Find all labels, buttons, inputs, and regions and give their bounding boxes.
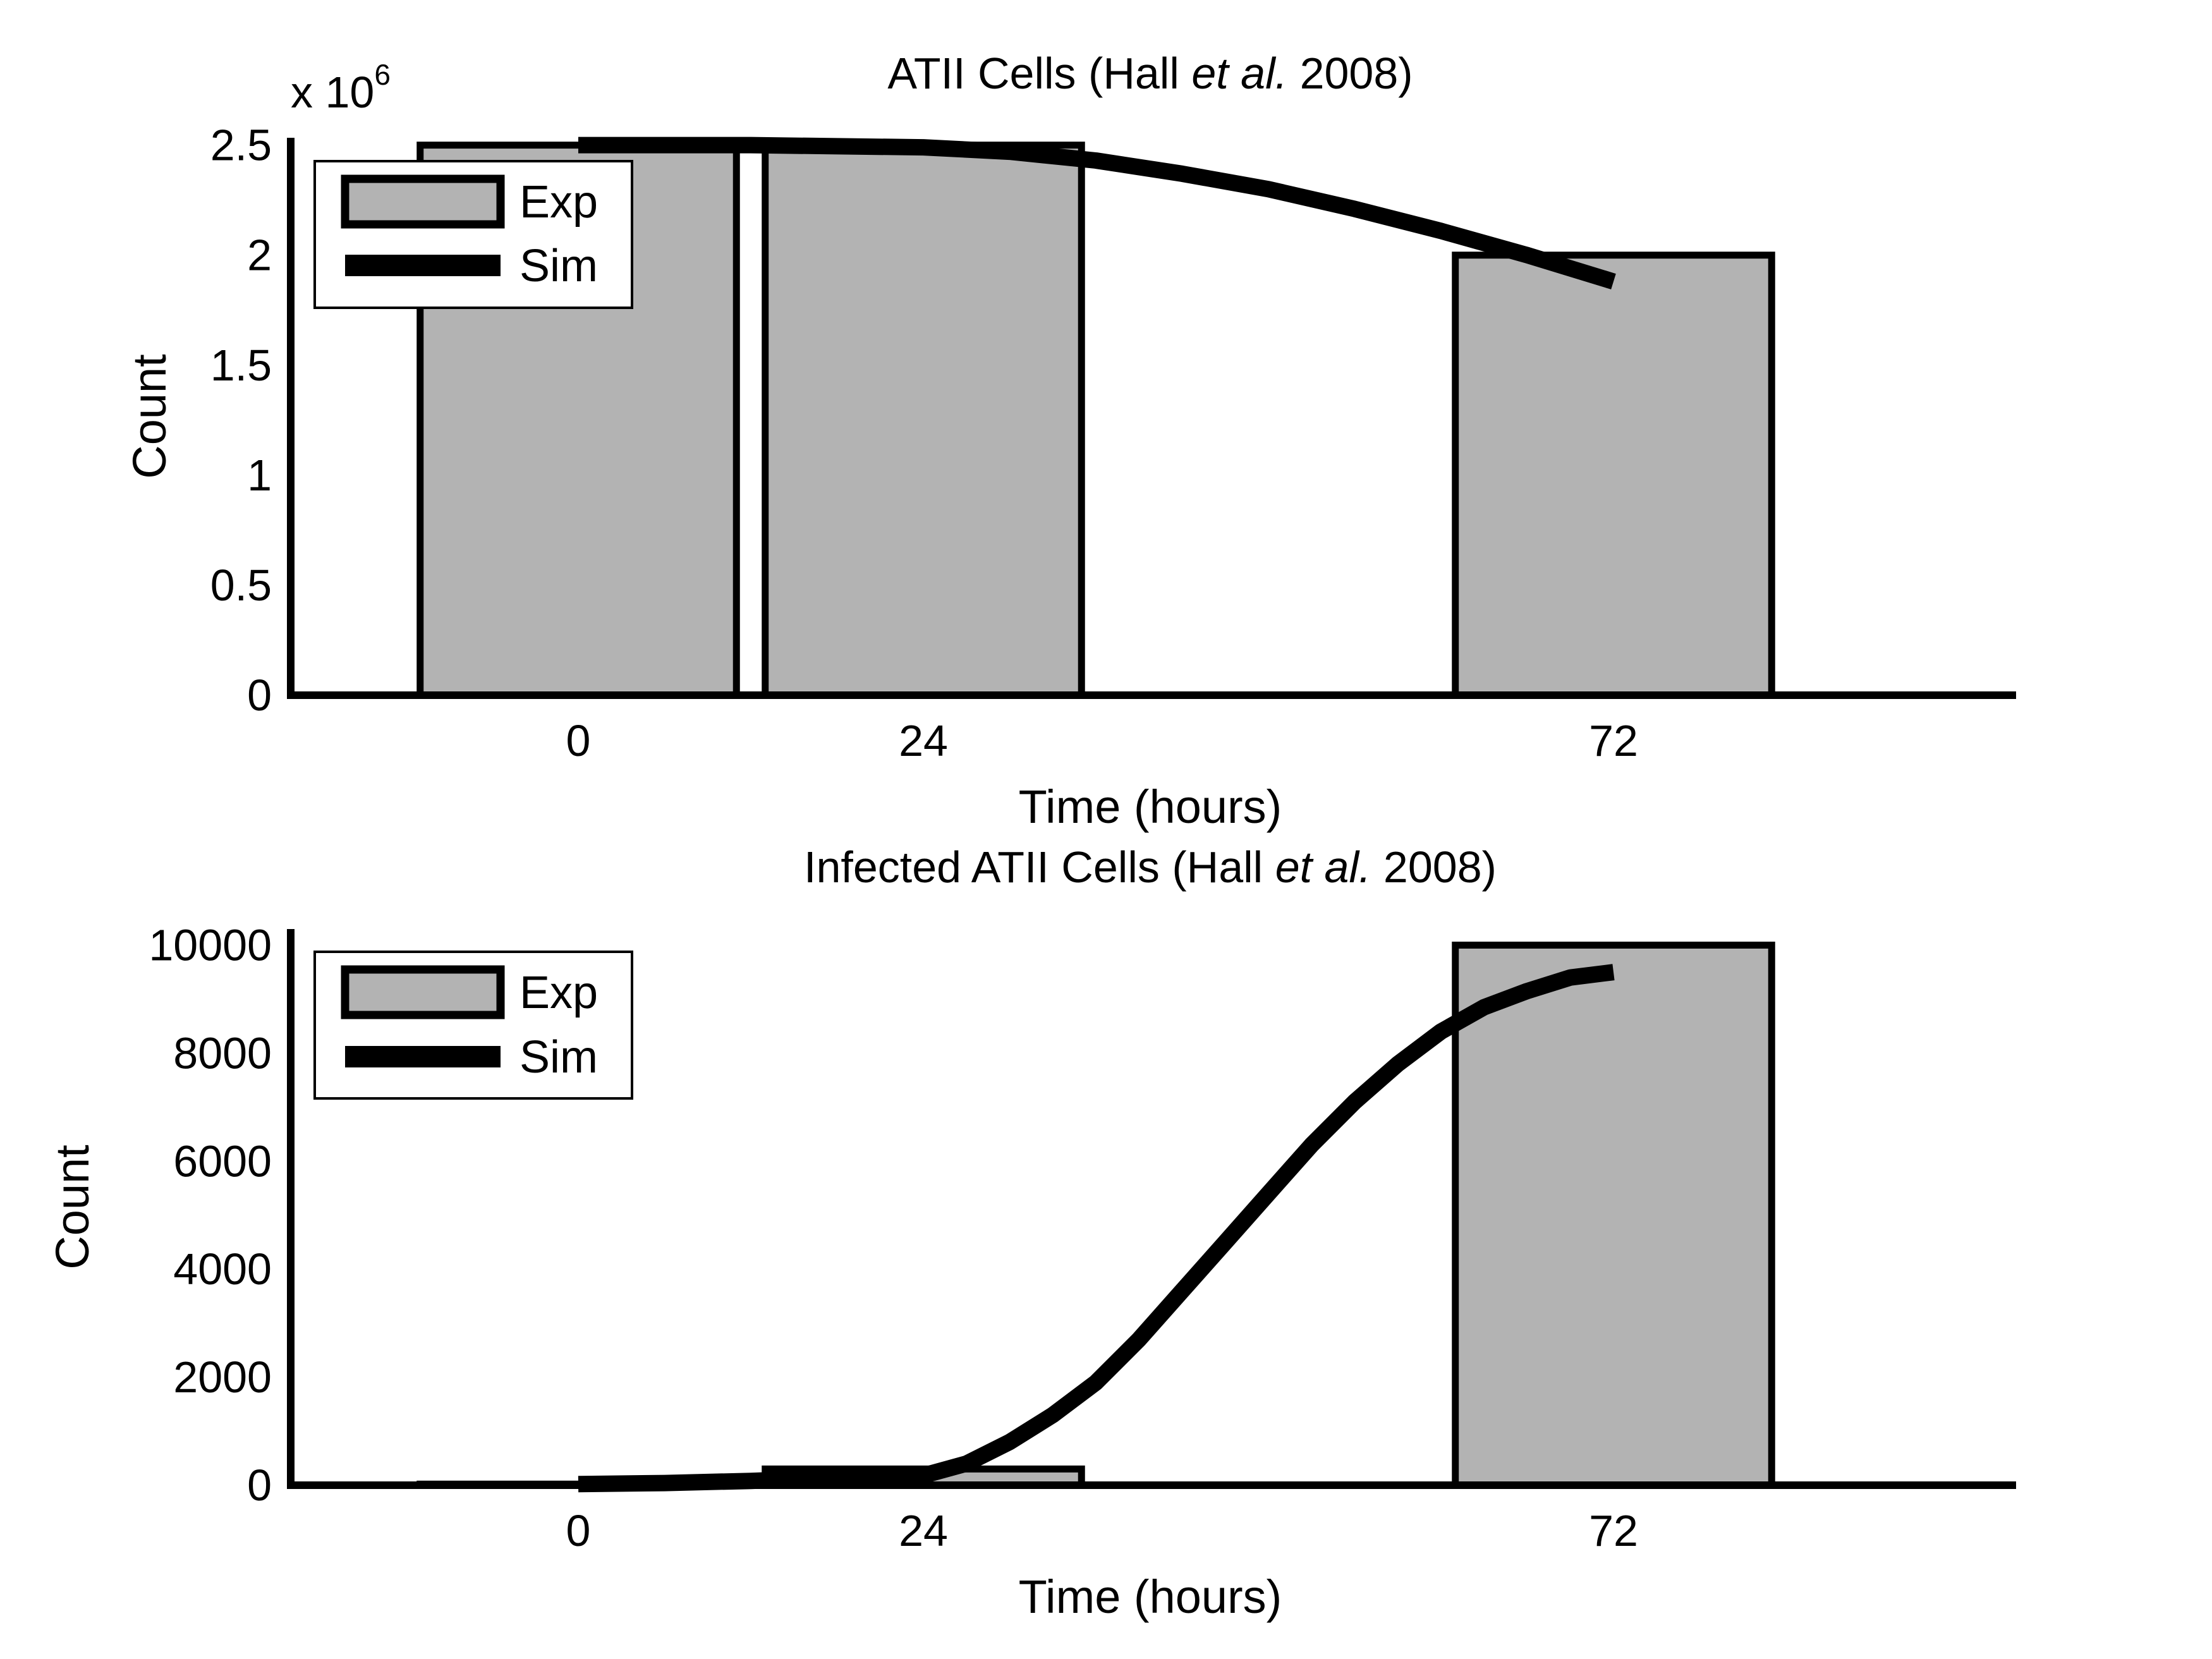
y-tick-label: 0 [247,671,272,720]
y-tick-label: 0 [247,1461,272,1510]
x-tick-label: 72 [1589,1506,1638,1555]
title-part-italic: et al. [1275,842,1371,892]
chart-panel-atii-cells: ATII Cells (Hall et al. 2008) x 106 0 0.5… [123,49,2016,833]
y-tick-label: 1.5 [210,341,272,390]
title-part-italic: et al. [1191,49,1287,98]
bar-exp-72 [1452,252,1775,699]
y-multiplier-base: x 10 [291,68,374,117]
x-tick-label: 0 [566,716,591,765]
x-tick-labels: 0 24 72 [566,1506,1638,1555]
legend-exp-swatch [341,965,505,1019]
x-tick-labels: 0 24 72 [566,716,1638,765]
x-axis-label: Time (hours) [1019,781,1282,833]
y-tick-label: 6000 [173,1136,272,1186]
y-tick-label: 0.5 [210,561,272,610]
legend: Exp Sim [313,160,633,309]
bar-exp-24 [762,142,1085,699]
bar-exp-72 [1452,941,1775,1489]
x-tick-label: 72 [1589,716,1638,765]
legend-exp-label: Exp [520,177,598,228]
y-tick-label: 10000 [149,920,272,969]
chart-title: ATII Cells (Hall et al. 2008) [887,49,1413,98]
x-axis-label: Time (hours) [1019,1571,1282,1623]
y-tick-labels: 0 0.5 1 1.5 2 2.5 [210,121,272,720]
y-axis-label: Count [46,1145,99,1270]
y-multiplier-exponent: 6 [374,58,391,91]
series-line-sim [578,964,1615,1493]
x-tick-label: 24 [899,1506,948,1555]
chart-panel-infected-atii-cells: Infected ATII Cells (Hall et al. 2008) 0… [46,842,2016,1623]
y-tick-label: 4000 [173,1244,272,1294]
y-tick-label: 8000 [173,1028,272,1078]
y-tick-label: 1 [247,451,272,500]
y-tick-labels: 0 2000 4000 6000 8000 10000 [149,920,272,1510]
y-tick-label: 2 [247,231,272,280]
chart-title: Infected ATII Cells (Hall et al. 2008) [804,842,1497,892]
title-part: Infected ATII Cells (Hall [804,842,1275,892]
legend: Exp Sim [313,951,633,1100]
legend-exp-swatch [341,174,505,229]
legend-sim-label: Sim [520,241,598,291]
y-multiplier-label: x 106 [291,58,391,117]
x-tick-label: 24 [899,716,948,765]
series-line-sim [578,137,1616,289]
title-part: 2008) [1371,842,1496,892]
legend-exp-label: Exp [520,968,598,1018]
y-tick-label: 2.5 [210,121,272,170]
legend-sim-label: Sim [520,1032,598,1083]
x-tick-label: 0 [566,1506,591,1555]
y-axis-label: Count [123,354,176,479]
series-group [578,137,1616,289]
title-part: ATII Cells (Hall [887,49,1191,98]
series-group [578,964,1615,1493]
title-part: 2008) [1287,49,1413,98]
y-tick-label: 2000 [173,1352,272,1402]
